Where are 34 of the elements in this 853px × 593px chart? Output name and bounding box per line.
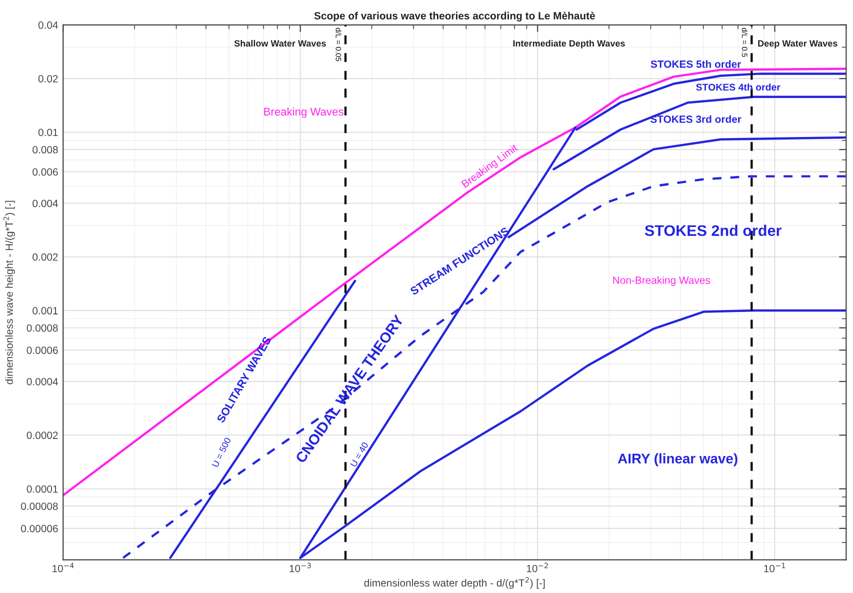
annotation: Breaking Waves xyxy=(264,107,344,118)
y-tick-label: 0.01 xyxy=(38,128,58,136)
y-axis-title: dimensionless wave height - H/(g*T$^{2}$) [-] xyxy=(3,200,15,384)
annotation: STOKES 2nd order xyxy=(644,224,782,236)
y-tick-label: 0.0002 xyxy=(26,432,58,440)
annotation: AIRY (linear wave) xyxy=(618,453,738,466)
annotation: U = 500 xyxy=(212,437,232,468)
x-axis-title: dimensionless water depth - d/(g*T$^{2}$) [-] xyxy=(364,577,545,589)
annotation: STOKES 3rd order xyxy=(650,115,742,123)
annotation: Shallow Water Waves xyxy=(234,40,326,47)
chart-title: Scope of various wave theories according to Le Mèhautè xyxy=(314,12,595,22)
annotation: U = 40 xyxy=(350,442,369,468)
y-tick-label: 0.002 xyxy=(32,253,58,261)
x-tick-label: 10$^{−3}$ xyxy=(290,562,311,572)
y-tick-label: 0.0006 xyxy=(26,346,58,354)
y-tick-label: 0.0008 xyxy=(26,324,58,332)
y-tick-label: 0.008 xyxy=(32,146,58,154)
x-tick-label: 10$^{−4}$ xyxy=(52,562,74,572)
y-tick-label: 0.001 xyxy=(32,307,58,314)
x-tick-label: 10$^{−2}$ xyxy=(526,562,548,572)
annotation: STOKES 5th order xyxy=(650,60,742,68)
annotation: Intermediate Depth Waves xyxy=(513,40,625,48)
annotation: STOKES 4th order xyxy=(696,83,780,91)
y-tick-label: 0.0004 xyxy=(26,378,58,386)
y-tick-label: 0.006 xyxy=(32,168,58,176)
annotation: Deep Water Waves xyxy=(758,40,838,48)
y-tick-label: 0.04 xyxy=(38,21,58,29)
annotation: Non-Breaking Waves xyxy=(613,276,710,286)
y-tick-label: 0.004 xyxy=(32,200,58,208)
y-tick-label: 0.00008 xyxy=(21,502,58,510)
y-tick-label: 0.00006 xyxy=(21,524,58,532)
y-tick-label: 0.02 xyxy=(38,75,58,82)
x-tick-label: 10$^{−1}$ xyxy=(764,562,786,572)
y-tick-label: 0.0001 xyxy=(26,485,58,493)
